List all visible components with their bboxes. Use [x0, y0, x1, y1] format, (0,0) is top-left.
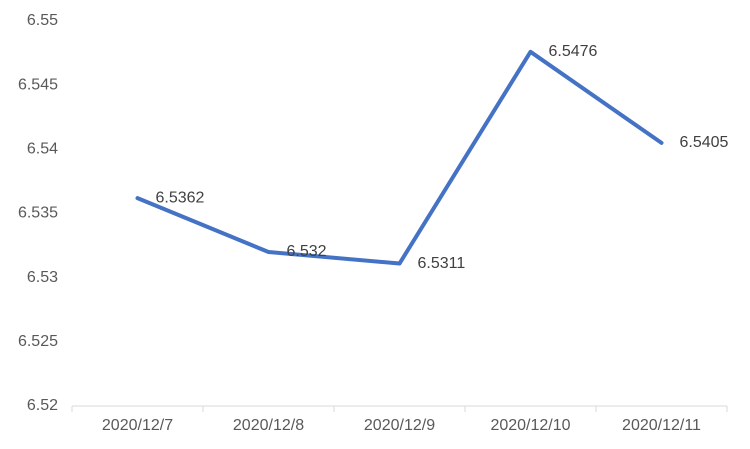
data-label: 6.5405: [680, 134, 729, 151]
y-tick-label: 6.525: [18, 333, 58, 350]
data-label: 6.532: [287, 243, 327, 260]
data-label: 6.5476: [549, 43, 598, 60]
y-tick-label: 6.535: [18, 205, 58, 222]
y-tick-label: 6.53: [27, 269, 58, 286]
x-tick-label: 2020/12/7: [102, 417, 173, 434]
data-label: 6.5362: [156, 189, 205, 206]
y-tick-label: 6.55: [27, 12, 58, 29]
y-tick-label: 6.545: [18, 76, 58, 93]
x-tick-label: 2020/12/9: [364, 417, 435, 434]
x-tick-label: 2020/12/11: [622, 417, 701, 434]
x-tick-label: 2020/12/10: [490, 417, 570, 434]
data-label: 6.5311: [418, 255, 466, 272]
data-line: [135, 49, 664, 266]
x-tick-label: 2020/12/8: [233, 417, 304, 434]
y-tick-label: 6.54: [27, 141, 58, 158]
y-tick-label: 6.52: [27, 397, 58, 414]
